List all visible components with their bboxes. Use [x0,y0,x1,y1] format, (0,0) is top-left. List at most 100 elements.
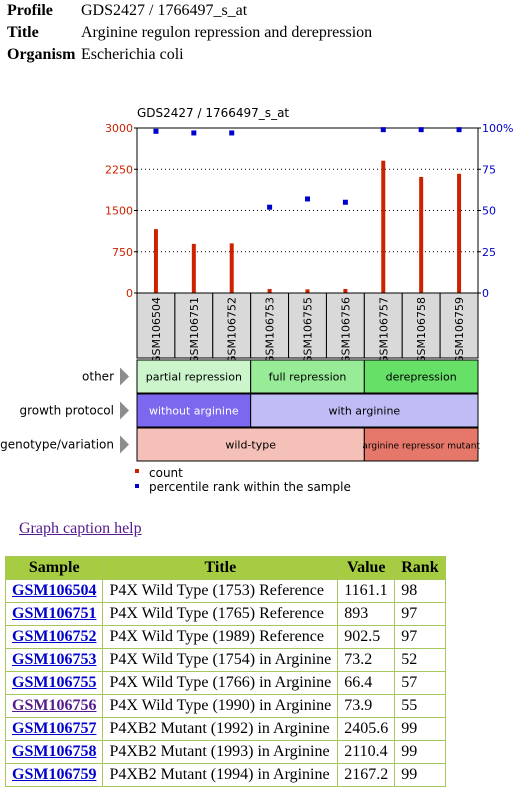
percentile-point [191,130,197,136]
sample-label-box [174,292,214,359]
sample-link[interactable]: GSM106757 [12,720,97,737]
sample-label-box [288,292,327,359]
title-cell: P4X Wild Type (1765) Reference [102,602,339,626]
table-row: GSM106751 P4X Wild Type (1765) Reference 8… [4,602,446,626]
percentile-point [153,128,159,134]
count-bar [305,289,310,293]
sample-link[interactable]: GSM106759 [12,766,97,783]
title-cell: P4XB2 Mutant (1993) in Arginine [102,740,339,764]
organism-label: Organism [7,46,76,63]
subset-group-label: arginine repressor mutant [362,442,480,452]
sample-label-box [401,292,441,359]
graph-caption-help-link[interactable]: Graph caption help [19,520,142,537]
percentile-point [305,196,310,202]
legend-count-swatch [135,469,139,473]
legend-percentile-label: percentile rank within the sample [149,480,351,494]
percentile-point [342,199,348,205]
sample-label-box [325,292,365,359]
count-bar [229,243,234,293]
value-cell: 2110.4 [337,740,396,764]
rank-cell: 99 [394,717,446,741]
count-bar [343,288,348,293]
organism-value: Escherichia coli [81,46,184,63]
sample-link[interactable]: GSM106752 [12,628,97,645]
subset-group-box [363,427,479,462]
table-header-row: Sample Title Value Rank [4,556,446,580]
profile-summary: Profile GDS2427 / 1766497_s_at Title Argin… [7,0,372,66]
legend-count-label: count [149,466,183,480]
sample-link[interactable]: GSM106753 [12,651,97,668]
table-row: GSM106758 P4XB2 Mutant (1993) in Arginine… [4,740,446,764]
value-cell: 1161.1 [337,579,396,603]
right-axis-tick-label: 25 [482,246,496,259]
sample-label-box [136,292,176,359]
title-value: Arginine regulon repression and derepres… [81,24,373,41]
sample-cell: GSM106751 [4,602,104,626]
sample-tick-label: GSM106755 [302,297,315,364]
sample-link[interactable]: GSM106758 [12,743,97,760]
percentile-point [380,127,386,133]
subset-label: genotype/variation [0,438,114,452]
sample-link[interactable]: GSM106751 [12,605,97,622]
title-cell: P4X Wild Type (1753) Reference [102,579,339,603]
percentile-point [418,127,424,133]
title-cell: P4XB2 Mutant (1992) in Arginine [102,717,339,741]
title-cell: P4X Wild Type (1990) in Arginine [102,694,339,718]
count-bar [381,160,386,293]
table-row: GSM106757 P4XB2 Mutant (1992) in Arginine… [4,717,446,741]
count-bar [267,288,272,293]
column-header-title: Title [102,556,339,580]
table-row: GSM106752 P4X Wild Type (1989) Reference 9… [4,625,446,649]
sample-tick-label: GSM106759 [453,297,466,364]
subset-group-box [136,359,252,394]
chart-title: GDS2427 / 1766497_s_at [137,106,289,120]
left-axis-tick-label: 3000 [105,122,133,135]
subset-group-label: with arginine [328,405,400,418]
count-bar [419,176,424,293]
table-row: GSM106753 P4X Wild Type (1754) in Arginin… [4,648,446,672]
sample-label-box [439,292,479,359]
subset-group-box [363,359,479,394]
sample-cell: GSM106755 [4,671,104,695]
right-axis-tick-label: 75 [482,163,496,176]
value-cell: 2405.6 [337,717,396,741]
value-cell: 73.2 [337,648,396,672]
subset-group-label: partial repression [146,371,242,384]
rank-cell: 98 [394,579,446,603]
left-axis-tick-label: 2250 [105,163,133,176]
sample-tick-label: GSM106757 [377,297,390,364]
left-axis-tick-label: 0 [126,287,133,300]
sample-cell: GSM106757 [4,717,104,741]
sample-tick-label: GSM106758 [415,297,428,364]
expand-arrow-icon [120,435,129,454]
subset-group-label: wild-type [225,439,276,452]
column-header-rank: Rank [394,556,446,580]
sample-link[interactable]: GSM106756 [12,697,97,714]
subset-group-label: without arginine [149,405,239,418]
expand-arrow-icon [120,367,129,386]
value-cell: 2167.2 [337,763,396,787]
sample-link[interactable]: GSM106755 [12,674,97,691]
subset-label: other [82,370,114,384]
count-bar [153,229,158,293]
left-axis-tick-label: 1500 [105,205,133,218]
sample-label-box [363,292,403,359]
title-cell: P4X Wild Type (1754) in Arginine [102,648,339,672]
title-label: Title [7,24,39,41]
sample-cell: GSM106504 [4,579,104,603]
samples-table: Sample Title Value Rank GSM106504 P4X Wil… [4,556,446,787]
profile-label: Profile [7,2,53,19]
right-axis-tick-label: 100% [482,122,513,135]
sample-cell: GSM106753 [4,648,104,672]
sample-tick-label: GSM106751 [188,297,201,364]
legend-percentile-swatch [135,484,139,488]
right-axis-tick-label: 50 [482,205,496,218]
title-cell: P4XB2 Mutant (1994) in Arginine [102,763,339,787]
rank-cell: 57 [394,671,446,695]
profile-value: GDS2427 / 1766497_s_at [81,2,248,19]
expression-chart: GDS2427 / 1766497_s_at300022501500750010… [0,106,513,494]
sample-link[interactable]: GSM106504 [12,582,97,599]
title-cell: P4X Wild Type (1989) Reference [102,625,339,649]
title-cell: P4X Wild Type (1766) in Arginine [102,671,339,695]
rank-cell: 52 [394,648,446,672]
